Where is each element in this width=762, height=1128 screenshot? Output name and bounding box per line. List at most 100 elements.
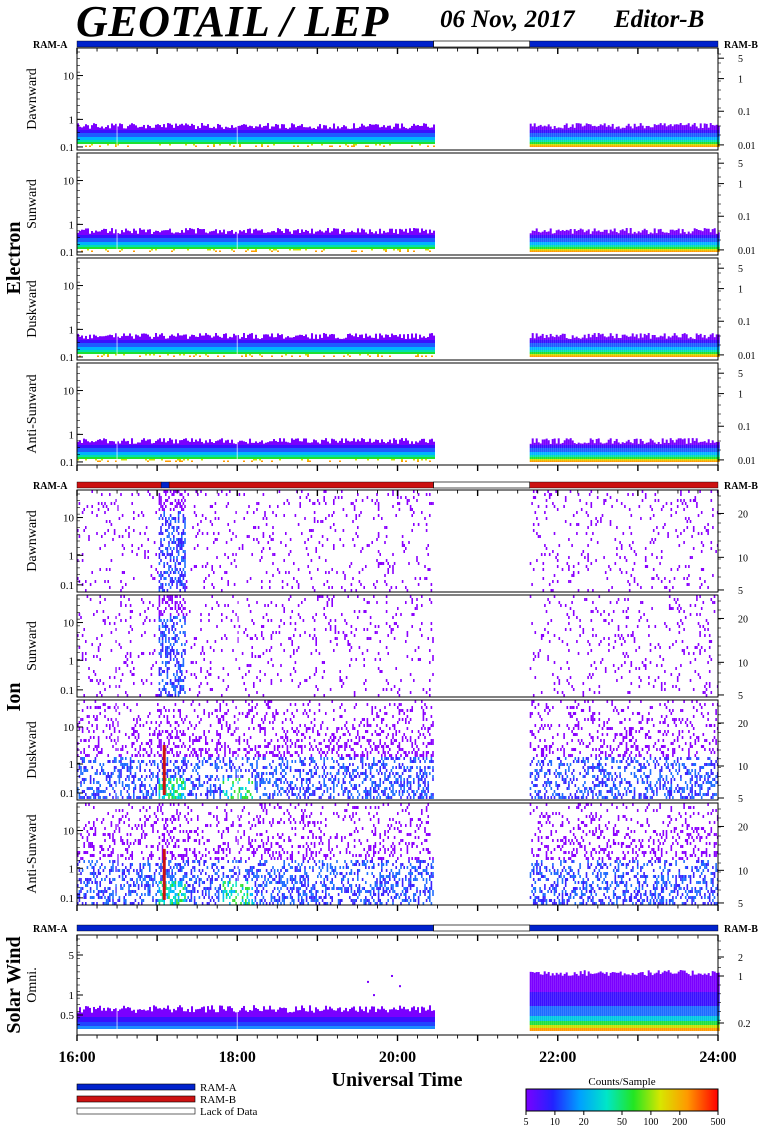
spectrogram-cell [235, 340, 237, 343]
spectrogram-cell [532, 251, 534, 253]
spectrogram-cell [81, 350, 83, 352]
spectrogram-cell [289, 238, 291, 242]
spectrogram-cell [347, 245, 349, 247]
spectrogram-cell [317, 343, 319, 347]
spectrogram-cell [195, 352, 197, 354]
spectrogram-cell [423, 242, 425, 245]
spectrogram-cell [133, 137, 135, 140]
spectrogram-cell [97, 235, 99, 238]
spectrogram-cell [345, 247, 347, 249]
spectrogram-cell [389, 238, 391, 242]
spectrogram-cell [113, 337, 115, 340]
spectrogram-cell [353, 347, 355, 350]
spectrogram-cell [111, 343, 113, 347]
spectrogram-cell [415, 142, 417, 144]
spectrogram-cell [113, 140, 115, 142]
spectrogram-cell [626, 142, 628, 144]
spectrogram-cell [369, 340, 371, 343]
spectrogram-cell [217, 352, 219, 354]
spectrogram-cell [582, 144, 584, 146]
spectrogram-cell [355, 247, 357, 249]
spectrogram-cell [700, 144, 702, 146]
spectrogram-cell [309, 142, 311, 144]
spectrogram-cell [225, 350, 227, 352]
spectrogram-cell [642, 130, 644, 133]
spectrogram-cell [321, 144, 323, 146]
spectrogram-cell [586, 146, 588, 148]
spectrogram-cell [85, 347, 87, 350]
spectrogram-cell [87, 140, 89, 142]
spectrogram-cell [181, 124, 183, 130]
spectrogram-cell [347, 352, 349, 354]
spectrogram-cell [622, 142, 624, 144]
spectrogram-cell [279, 245, 281, 247]
spectrogram-cell [610, 230, 612, 235]
spectrogram-cell [181, 242, 183, 245]
spectrogram-cell [199, 242, 201, 245]
spectrogram-cell [327, 352, 329, 354]
spectrogram-cell [371, 125, 373, 130]
spectrogram-cell [560, 242, 562, 245]
spectrogram-cell [225, 127, 227, 130]
spectrogram-cell [103, 140, 105, 142]
spectrogram-cell [201, 142, 203, 144]
spectrogram-cell [121, 238, 123, 242]
spectrogram-cell [604, 230, 606, 235]
spectrogram-cell [215, 140, 217, 142]
spectrogram-cell [281, 347, 283, 350]
spectrogram-cell [209, 343, 211, 347]
spectrogram-cell [345, 340, 347, 343]
spectrogram-cell [261, 137, 263, 140]
spectrogram-cell [145, 133, 147, 137]
spectrogram-cell [536, 242, 538, 245]
spectrogram-cell [704, 245, 706, 247]
spectrogram-cell [303, 140, 305, 142]
spectrogram-cell [704, 123, 706, 130]
spectrogram-cell [333, 140, 335, 142]
spectrogram-cell [634, 146, 636, 148]
spectrogram-cell [574, 249, 576, 251]
spectrogram-cell [299, 249, 301, 251]
spectrogram-cell [295, 340, 297, 343]
spectrogram-cell [616, 242, 618, 245]
spectrogram-cell [425, 352, 427, 354]
spectrogram-cell [137, 335, 139, 340]
spectrogram-cell [223, 350, 225, 352]
spectrogram-cell [431, 235, 433, 238]
spectrogram-cell [245, 242, 247, 245]
spectrogram-cell [608, 130, 610, 133]
spectrogram-cell [648, 142, 650, 144]
spectrogram-cell [576, 235, 578, 238]
spectrogram-cell [389, 247, 391, 249]
spectrogram-cell [163, 340, 165, 343]
spectrogram-cell [714, 140, 716, 142]
spectrogram-cell [417, 235, 419, 238]
spectrogram-cell [107, 238, 109, 242]
spectrogram-cell [393, 249, 395, 251]
spectrogram-cell [137, 242, 139, 245]
spectrogram-cell [584, 140, 586, 142]
spectrogram-cell [233, 334, 235, 340]
spectrogram-cell [558, 127, 560, 130]
spectrogram-cell [157, 124, 159, 130]
spectrogram-cell [429, 247, 431, 249]
spectrogram-cell [618, 251, 620, 253]
spectrogram-cell [654, 245, 656, 247]
spectrogram-cell [383, 235, 385, 238]
spectrogram-cell [397, 340, 399, 343]
spectrogram-cell [263, 334, 265, 340]
spectrogram-cell [425, 249, 427, 251]
spectrogram-cell [267, 343, 269, 347]
spectrogram-cell [257, 230, 259, 235]
spectrogram-cell [630, 247, 632, 249]
spectrogram-cell [684, 247, 686, 249]
spectrogram-cell [680, 133, 682, 137]
spectrogram-cell [433, 124, 435, 130]
spectrogram-cell [632, 130, 634, 133]
spectrogram-cell [277, 228, 279, 235]
spectrogram-cell [708, 242, 710, 245]
spectrogram-cell [81, 347, 83, 350]
spectrogram-cell [227, 245, 229, 247]
spectrogram-cell [309, 137, 311, 140]
spectrogram-cell [626, 126, 628, 130]
